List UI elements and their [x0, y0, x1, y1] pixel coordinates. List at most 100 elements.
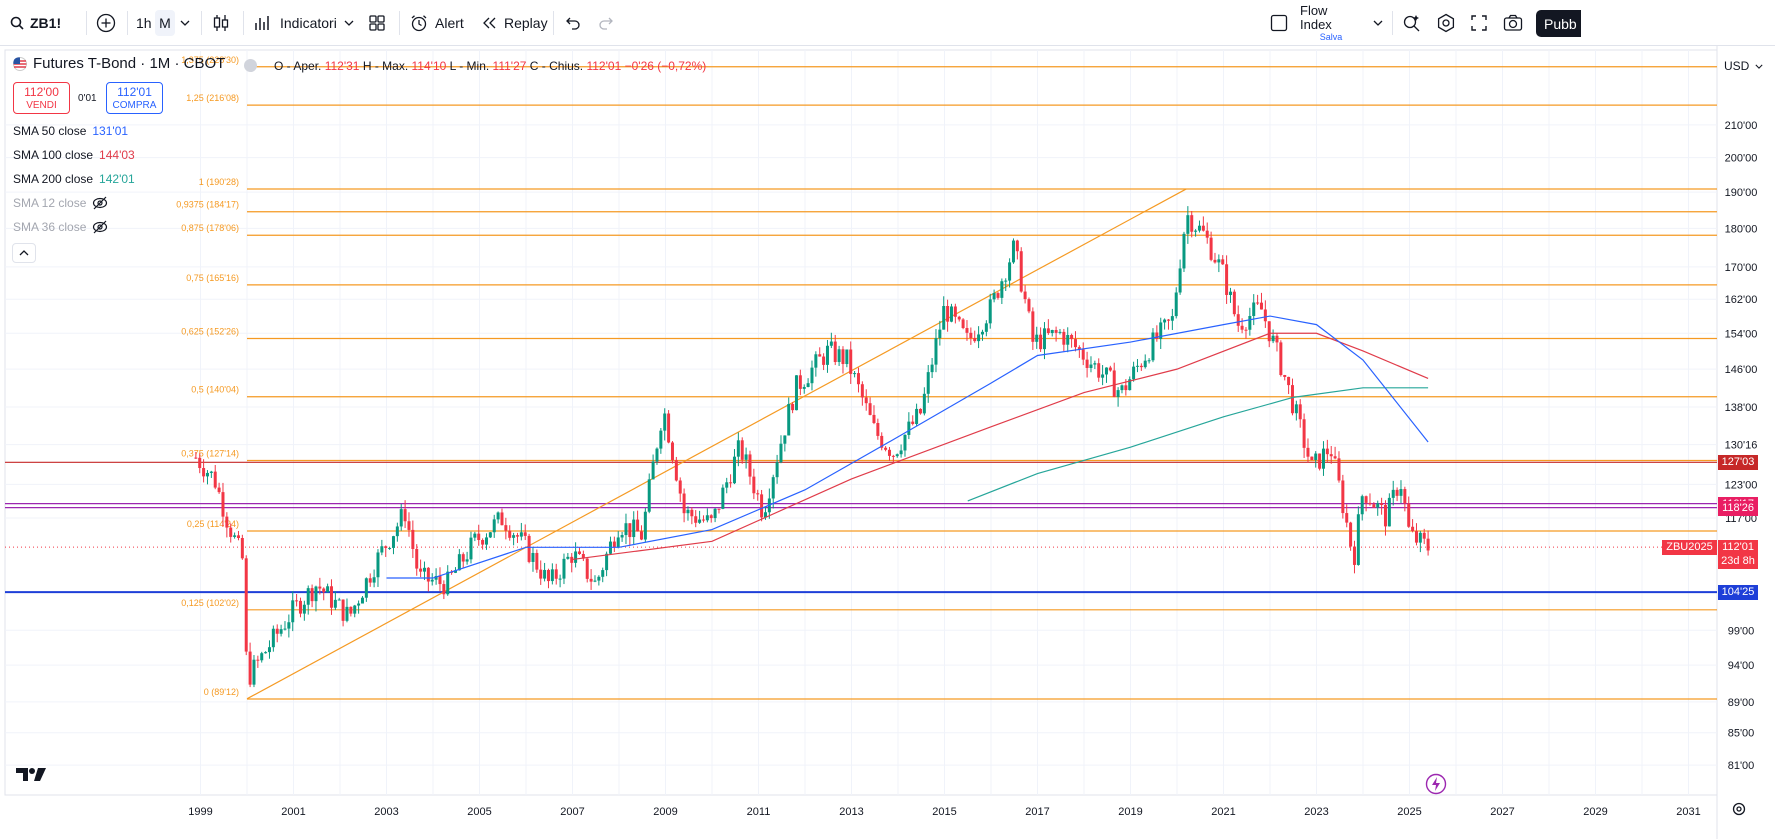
current-price: 112'01	[1722, 541, 1754, 553]
candle-body	[295, 600, 299, 602]
candle-body	[1329, 454, 1333, 457]
sma12-legend[interactable]: SMA 12 close	[13, 196, 108, 210]
ohlc-o-label: O - Aper.	[274, 59, 322, 73]
candle-body	[853, 373, 857, 375]
candle-body	[841, 349, 845, 365]
interval-1h-button[interactable]: 1h	[136, 0, 152, 46]
symbol-search[interactable]: ZB1!	[10, 0, 61, 46]
replay-icon	[483, 17, 496, 29]
candle-body	[372, 577, 376, 583]
candle-body	[787, 403, 791, 436]
sell-label: VENDI	[26, 100, 57, 111]
layout-dropdown[interactable]	[1373, 0, 1383, 46]
candle-body	[1042, 328, 1046, 350]
lightning-button[interactable]	[1425, 773, 1447, 800]
current-price-tag: 112'01 23d 8h	[1718, 540, 1758, 569]
tradingview-logo[interactable]	[16, 766, 48, 787]
replay-button[interactable]: Replay	[481, 0, 548, 46]
currency-selector[interactable]: USD	[1718, 50, 1775, 82]
candle-body	[814, 354, 818, 368]
candle-body	[1426, 538, 1430, 551]
candle-body	[1031, 311, 1035, 342]
candle-body	[484, 537, 488, 545]
indicators-button[interactable]: Indicatori	[254, 0, 337, 46]
candle-body	[194, 457, 198, 459]
candle-body	[341, 599, 345, 621]
candle-body	[574, 551, 578, 563]
candle-body	[388, 547, 392, 549]
buy-button[interactable]: 112'01 COMPRA	[106, 82, 163, 114]
candle-body	[760, 494, 764, 518]
candle-body	[729, 482, 733, 484]
eye-hidden-icon[interactable]	[92, 196, 108, 210]
candle-body	[845, 349, 849, 365]
collapse-dot[interactable]	[244, 59, 257, 72]
chart-type-button[interactable]	[212, 0, 230, 46]
settings-button[interactable]	[1436, 0, 1456, 46]
candle-body	[1391, 489, 1395, 498]
sma50-legend[interactable]: SMA 50 close 131'01	[13, 124, 128, 138]
chart-grid	[4, 46, 1718, 839]
candles-icon	[213, 15, 229, 31]
candle-body	[473, 533, 477, 538]
candle-body	[1128, 379, 1132, 391]
fib-label: 1,375 (228'30)	[181, 55, 239, 65]
candle-body	[783, 435, 787, 444]
candle-body	[709, 515, 713, 519]
collapse-legend-button[interactable]	[12, 243, 36, 263]
moving-averages	[386, 315, 1429, 579]
time-tick-label: 2025	[1397, 806, 1421, 818]
candle-body	[512, 535, 516, 538]
axis-settings-button[interactable]	[1731, 801, 1747, 822]
candle-body	[395, 526, 399, 537]
price-tag: 127'03	[1718, 455, 1758, 471]
price-tick-label: 154'00	[1725, 328, 1758, 340]
flow-index-layout[interactable]: Flow Index Salva	[1300, 0, 1362, 46]
candle-body	[667, 413, 671, 443]
candle-body	[306, 588, 310, 605]
snapshot-button[interactable]	[1503, 0, 1523, 46]
candle-body	[411, 529, 415, 549]
candle-body	[1263, 309, 1267, 322]
candle-body	[1349, 522, 1353, 547]
redo-button[interactable]	[598, 0, 614, 46]
alert-button[interactable]: Alert	[410, 0, 464, 46]
candle-body	[419, 568, 423, 572]
candle-body	[957, 316, 961, 320]
candle-body	[1170, 316, 1174, 321]
candle-body	[1132, 366, 1136, 380]
add-symbol-button[interactable]	[96, 0, 116, 46]
candle-body	[267, 647, 271, 653]
candle-body	[829, 341, 833, 346]
sma36-legend[interactable]: SMA 36 close	[13, 220, 108, 234]
candle-body	[384, 546, 388, 548]
fullscreen-button[interactable]	[1470, 0, 1488, 46]
layouts-button[interactable]	[368, 0, 386, 46]
candle-body	[1151, 332, 1155, 361]
indicators-dropdown[interactable]	[344, 0, 354, 46]
publish-button[interactable]: Pubb	[1536, 10, 1581, 37]
interval-dropdown[interactable]	[180, 0, 190, 46]
undo-button[interactable]	[565, 0, 581, 46]
candle-body	[694, 516, 698, 523]
candle-body	[837, 349, 841, 363]
candle-body	[550, 569, 554, 582]
candle-body	[740, 440, 744, 460]
sma100-legend[interactable]: SMA 100 close 144'03	[13, 148, 135, 162]
candle-body	[1050, 329, 1054, 334]
eye-hidden-icon[interactable]	[92, 220, 108, 234]
candle-body	[632, 519, 636, 538]
quick-search-button[interactable]	[1402, 0, 1422, 46]
sell-button[interactable]: 112'00 VENDI	[13, 82, 70, 114]
candle-body	[1248, 316, 1252, 330]
candle-body	[1197, 225, 1201, 231]
sell-price: 112'00	[24, 85, 59, 99]
sma200-legend[interactable]: SMA 200 close 142'01	[13, 172, 135, 186]
interval-m-button[interactable]: M	[155, 10, 175, 36]
layout-checkbox[interactable]	[1270, 0, 1288, 46]
time-tick-label: 1999	[188, 806, 212, 818]
candle-body	[566, 556, 570, 559]
candle-body	[938, 329, 942, 339]
time-tick-label: 2001	[281, 806, 305, 818]
